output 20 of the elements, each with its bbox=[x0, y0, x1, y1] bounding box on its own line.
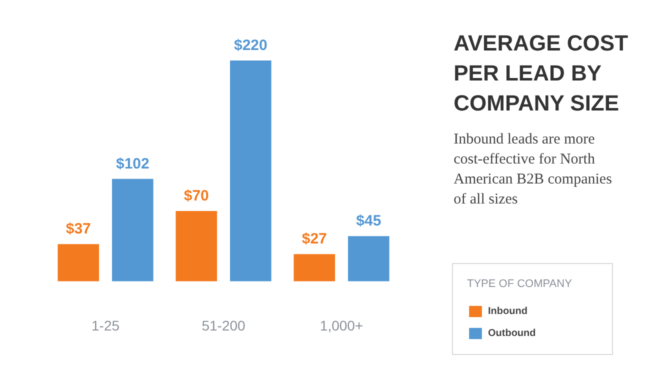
legend-label: Inbound bbox=[488, 306, 528, 316]
data-label: $70 bbox=[184, 187, 209, 204]
legend-title: TYPE OF COMPANY bbox=[467, 278, 573, 290]
bar bbox=[294, 254, 336, 282]
legend-label: Outbound bbox=[488, 328, 537, 338]
data-label: $37 bbox=[66, 220, 91, 238]
bar bbox=[58, 244, 100, 282]
text: Inbound leads are more cost-effective for North American B2B companies of all sizes bbox=[454, 131, 612, 208]
x-tick-label: 1,000+ bbox=[320, 317, 364, 334]
data-label: $102 bbox=[116, 155, 150, 172]
bar bbox=[112, 178, 154, 282]
bar bbox=[230, 60, 272, 282]
x-tick-label: 1-25 bbox=[92, 317, 120, 334]
data-label: $220 bbox=[234, 36, 268, 54]
bar bbox=[176, 211, 218, 282]
bar bbox=[348, 236, 390, 282]
text: AVERAGE COST PER LEAD BY COMPANY SIZE bbox=[454, 30, 629, 116]
data-label: $45 bbox=[356, 212, 382, 230]
x-tick-label: 51-200 bbox=[202, 317, 246, 334]
data-label: $27 bbox=[302, 230, 327, 248]
